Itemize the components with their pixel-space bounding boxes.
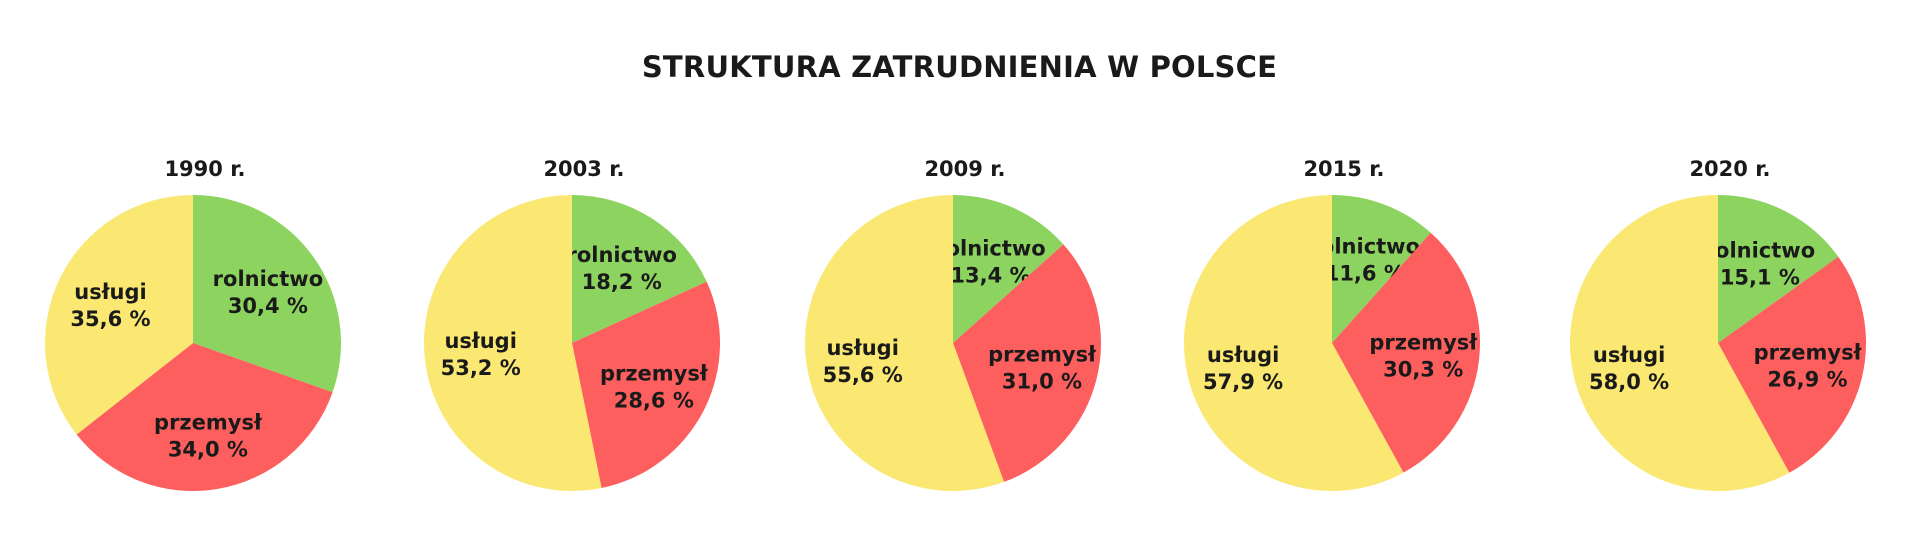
slice-label: przemysł [1369, 330, 1478, 354]
slice-value-label: 28,6 % [614, 389, 694, 413]
pie-slice-rolnictwo [572, 195, 707, 343]
slice-label: usługi [1593, 343, 1665, 367]
slice-value-label: 53,2 % [441, 356, 521, 380]
pie-slice-przemysl [572, 281, 721, 489]
slice-label: usługi [1207, 343, 1279, 367]
pie-chart-2009-r-: rolnictwo 13,4 % przemysł 31,0 % usługi 55,6 … [804, 157, 1101, 491]
slice-value-label: 34,0 % [168, 438, 248, 462]
slice-label: usługi [74, 280, 146, 304]
slice-label: rolnictwo [1310, 234, 1420, 258]
pie-slice-rolnictwo [193, 195, 341, 393]
pie-slice-przemysl [76, 343, 333, 491]
pie-slice-uslugi [45, 195, 194, 435]
slice-value-label: 31,0 % [1002, 369, 1082, 393]
slice-label: przemysł [1754, 340, 1863, 364]
slice-label: przemysł [600, 362, 709, 386]
slice-label: usługi [444, 329, 516, 353]
pie-slice-rolnictwo [953, 195, 1064, 343]
pie-slice-przemysl [953, 244, 1101, 482]
pie-year-label: 2015 r. [1303, 157, 1384, 181]
pie-year-label: 1990 r. [164, 157, 245, 181]
pie-slice-przemysl [1718, 256, 1867, 473]
slice-value-label: 13,4 % [950, 263, 1030, 287]
slice-label: rolnictwo [213, 267, 323, 291]
slice-value-label: 57,9 % [1203, 370, 1283, 394]
pie-chart-2020-r-: rolnictwo 15,1 % przemysł 26,9 % usługi 58,0 … [1569, 157, 1867, 491]
chart-title: STRUKTURA ZATRUDNIENIA W POLSCE [641, 50, 1278, 84]
slice-label: rolnictwo [566, 243, 676, 267]
slice-label: rolnictwo [1705, 238, 1815, 262]
pie-year-label: 2020 r. [1689, 157, 1770, 181]
slice-value-label: 55,6 % [823, 363, 903, 387]
pie-slice-przemysl [1332, 232, 1481, 473]
pie-slice-rolnictwo [1718, 195, 1839, 343]
slice-value-label: 35,6 % [70, 307, 150, 331]
slice-value-label: 58,0 % [1589, 370, 1669, 394]
pie-chart-2003-r-: rolnictwo 18,2 % przemysł 28,6 % usługi 53,2 … [424, 157, 721, 491]
slice-label: usługi [826, 336, 898, 360]
pie-slice-uslugi [1569, 195, 1790, 491]
pie-slice-uslugi [424, 195, 602, 491]
pie-slice-uslugi [1183, 195, 1404, 492]
slice-label: przemysł [988, 342, 1097, 366]
slice-label: rolnictwo [935, 236, 1045, 260]
slice-value-label: 26,9 % [1767, 367, 1847, 391]
slice-label: przemysł [154, 411, 263, 435]
slice-value-label: 30,3 % [1383, 357, 1463, 381]
slice-value-label: 30,4 % [228, 294, 308, 318]
pie-slice-uslugi [804, 195, 1005, 491]
pie-slice-rolnictwo [1332, 195, 1431, 343]
pie-year-label: 2009 r. [924, 157, 1005, 181]
pie-chart-1990-r-: rolnictwo 30,4 % przemysł 34,0 % usługi 35,6 … [45, 157, 341, 491]
slice-value-label: 18,2 % [582, 270, 662, 294]
slice-value-label: 15,1 % [1720, 265, 1800, 289]
pie-year-label: 2003 r. [543, 157, 624, 181]
